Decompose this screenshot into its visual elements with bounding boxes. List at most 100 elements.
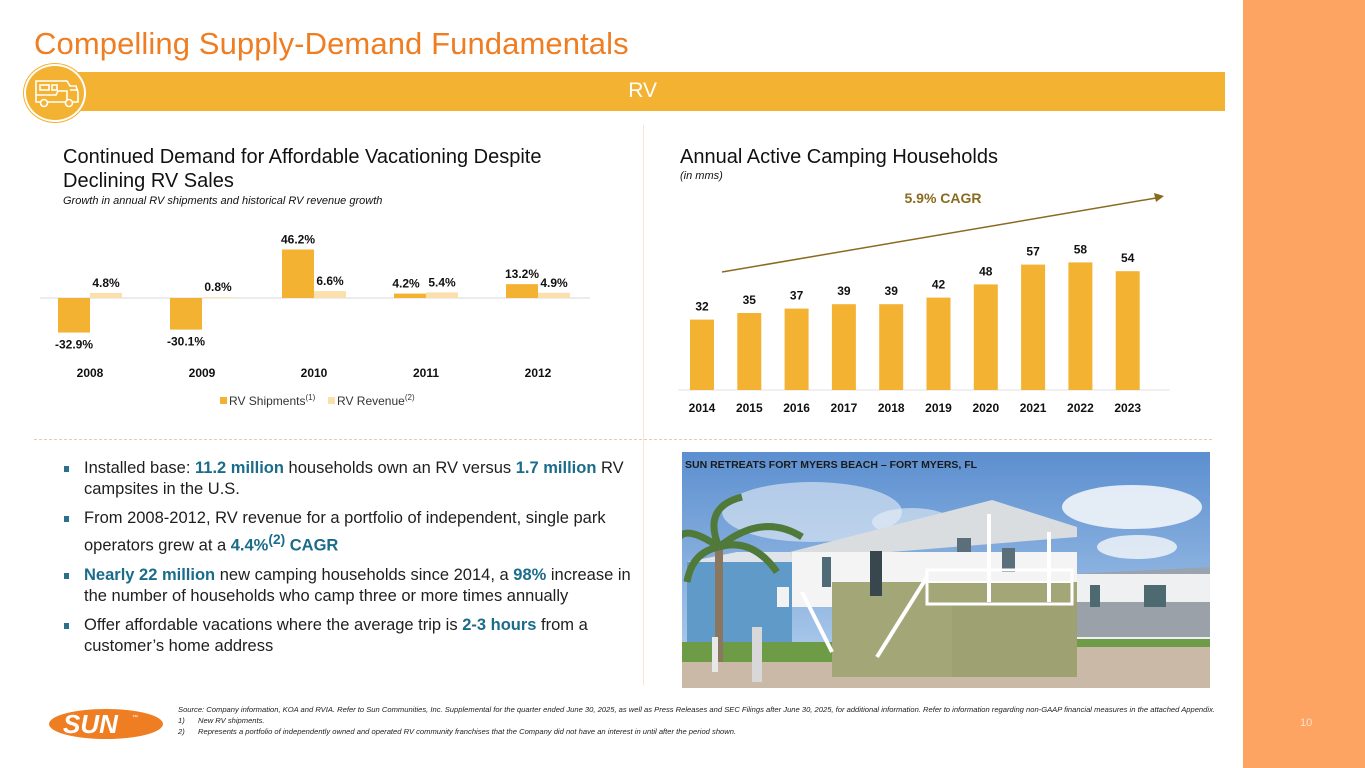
bar-2014 — [690, 319, 714, 390]
bar-rv-revenue-2008 — [90, 292, 122, 298]
cagr-annotation: 5.9% CAGR — [904, 190, 981, 206]
bar-2015 — [737, 313, 762, 390]
vertical-divider — [643, 125, 644, 685]
logo-text: SUN — [63, 709, 119, 739]
highlight-text: CAGR — [285, 536, 339, 555]
page-number: 10 — [1300, 717, 1313, 729]
bullet-text: RV campsites in the U.S. — [84, 459, 624, 498]
data-label: -30.1% — [167, 335, 205, 349]
bar-rv-shipments-2009 — [170, 298, 202, 330]
legend-label: RV Shipments(1) — [229, 393, 316, 408]
data-label: 32 — [695, 300, 709, 314]
highlight-text: 11.2 million — [195, 459, 284, 477]
x-tick-label: 2008 — [77, 366, 104, 380]
right-chart-subtitle: (in mms) — [680, 170, 723, 182]
data-label: 42 — [932, 278, 946, 292]
data-label: 5.4% — [428, 275, 456, 289]
data-label: 35 — [743, 293, 757, 307]
highlight-text: 4.4% — [230, 536, 269, 555]
bullet-text: Installed base: — [84, 459, 195, 477]
data-label: 37 — [790, 289, 804, 303]
bar-2022 — [1068, 262, 1093, 390]
legend-footnote: (2) — [405, 393, 415, 402]
legend-swatch — [328, 397, 335, 404]
x-tick-label: 2012 — [525, 366, 552, 380]
data-label: 48 — [979, 264, 993, 278]
bar-rv-revenue-2009 — [202, 297, 234, 299]
rv-motorhome-icon — [35, 80, 79, 108]
photo-illustration — [682, 452, 1210, 688]
x-tick-label: 2020 — [972, 401, 999, 415]
section-label: RV — [628, 79, 657, 102]
left-title-line-2: Declining RV Sales — [63, 170, 234, 192]
x-tick-label: 2019 — [925, 401, 952, 415]
cagr-arrow-line — [721, 197, 1157, 273]
x-tick-label: 2018 — [878, 401, 905, 415]
bullet-text: households own an RV versus — [283, 459, 516, 477]
bullet-text: From 2008-2012, RV revenue for a portfol… — [84, 509, 606, 555]
data-label: -32.9% — [55, 338, 93, 352]
section-bar: RV — [70, 72, 1225, 111]
x-tick-label: 2022 — [1067, 401, 1094, 415]
left-chart-subtitle: Growth in annual RV shipments and histor… — [63, 195, 383, 207]
cagr-arrowhead-icon — [1154, 193, 1164, 202]
highlight-text: 2-3 hours — [462, 615, 537, 634]
x-tick-label: 2015 — [736, 401, 763, 415]
data-label: 39 — [837, 284, 851, 298]
data-label: 4.8% — [92, 276, 120, 290]
data-label: 46.2% — [281, 232, 315, 246]
bullet-item: Nearly 22 million new camping households… — [62, 565, 637, 607]
left-chart-title: Continued Demand for Affordable Vacation… — [63, 145, 541, 193]
bar-rv-shipments-2008 — [58, 298, 90, 333]
bullet-text: new camping households since 2014, a — [215, 565, 514, 584]
highlight-text: 1.7 million — [515, 459, 597, 477]
highlight-text: Nearly 22 million — [84, 565, 216, 584]
slide-title: Compelling Supply-Demand Fundamentals — [34, 26, 629, 61]
bar-rv-shipments-2012 — [506, 284, 538, 298]
bar-rv-shipments-2011 — [394, 293, 426, 298]
left-title-line-1: Continued Demand for Affordable Vacation… — [63, 146, 542, 168]
footnote-text: Represents a portfolio of independently … — [198, 727, 737, 736]
bar-2020 — [973, 284, 998, 390]
x-tick-label: 2014 — [689, 401, 716, 415]
footnote-number: 2) — [178, 727, 185, 736]
data-label: 0.8% — [204, 280, 232, 294]
data-label: 13.2% — [505, 267, 539, 281]
highlight-text: 98% — [513, 565, 547, 584]
bar-2021 — [1021, 264, 1046, 390]
bar-rv-revenue-2010 — [314, 291, 346, 298]
x-tick-label: 2021 — [1020, 401, 1047, 415]
camping-households-bar-chart: 32 2014 35 2015 37 2016 39 2017 39 2018 42 2019 48 20… — [678, 190, 1170, 415]
source-note: Source: Company information, KOA and RVI… — [178, 705, 1215, 714]
rv-growth-bar-chart: -32.9% 4.8% 2008 -30.1% 0.8% 2009 46.2% 6.6% 201… — [40, 232, 590, 408]
footnote-text: New RV shipments. — [198, 716, 265, 725]
bar-2018 — [879, 304, 904, 390]
data-label: 4.2% — [392, 277, 420, 291]
x-tick-label: 2009 — [189, 366, 216, 380]
x-tick-label: 2011 — [413, 366, 439, 380]
data-label: 57 — [1026, 245, 1040, 259]
right-chart-title: Annual Active Camping Households — [680, 146, 998, 168]
bar-2019 — [926, 297, 951, 390]
bar-2016 — [784, 308, 809, 390]
footnote-number: 1) — [178, 716, 185, 725]
legend-label: RV Revenue(2) — [337, 393, 415, 408]
logo-trademark: ™ — [132, 714, 138, 721]
property-photo: SUN RETREATS FORT MYERS BEACH – FORT MYE… — [682, 452, 1210, 688]
data-label: 4.9% — [540, 276, 568, 290]
footnote-1: 1) New RV shipments. — [178, 715, 1228, 726]
bullet-text: from a customer’s home address — [84, 615, 588, 655]
section-icon-badge — [24, 64, 86, 122]
sun-logo: SUN ™ — [49, 709, 163, 739]
photo-caption: SUN RETREATS FORT MYERS BEACH – FORT MYE… — [685, 459, 978, 471]
data-label: 6.6% — [316, 274, 344, 288]
bullet-text: increase in the number of households who… — [84, 565, 631, 605]
footnote-2: 2) Represents a portfolio of independent… — [178, 726, 1228, 737]
legend-footnote: (1) — [305, 393, 315, 402]
bullet-list: Installed base: 11.2 million households … — [62, 458, 637, 665]
bullet-item: Installed base: 11.2 million households … — [62, 458, 637, 500]
x-tick-label: 2023 — [1114, 401, 1141, 415]
legend-swatch — [220, 397, 227, 404]
data-label: 39 — [885, 284, 899, 298]
bar-2023 — [1115, 271, 1140, 390]
